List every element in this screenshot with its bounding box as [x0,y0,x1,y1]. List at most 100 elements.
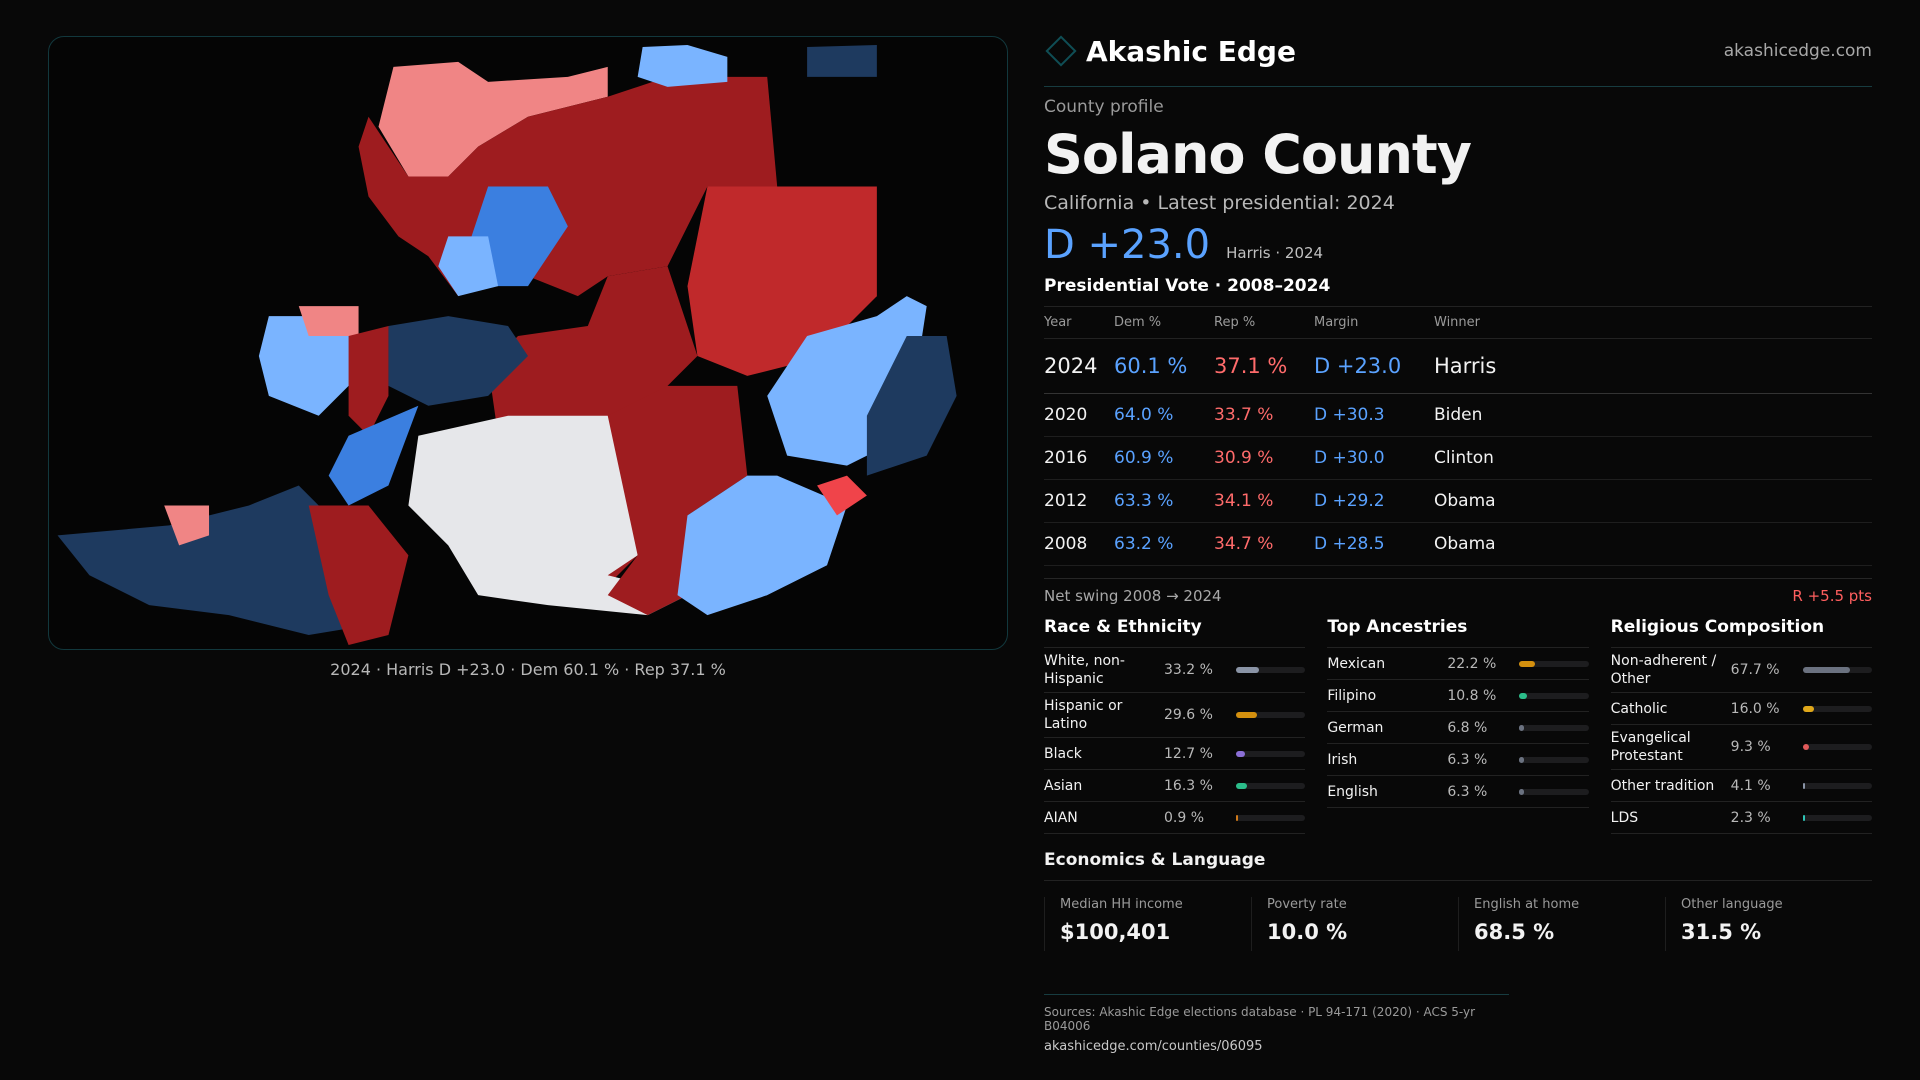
bar-track [1802,667,1872,673]
cell-winner: Biden [1434,393,1872,437]
bar-fill [1802,782,1806,789]
region-east-likely-r[interactable] [687,186,877,376]
region-east-safe-d[interactable] [866,336,957,476]
stat-label: Poverty rate [1267,897,1347,912]
county-url-link[interactable]: akashicedge.com/counties/06095 [1044,1039,1263,1054]
margin-note: Harris · 2024 [1226,244,1324,262]
bar-fill [1802,814,1805,821]
bar-track [1236,750,1306,757]
region-east-likely-r-2[interactable] [817,475,867,516]
economics-heading: Economics & Language [1044,850,1872,881]
bar-fill [1802,667,1850,673]
kicker: County profile [1044,97,1164,117]
row-value: 16.0 % [1730,700,1780,717]
region-fairfield-safe-d[interactable] [388,316,528,406]
row-label: Catholic [1610,700,1668,717]
region-west-lean-d[interactable] [258,316,359,416]
page-title: Solano County [1044,123,1472,186]
row-label: Black [1044,745,1082,762]
region-rio-vista-lean-d[interactable] [677,475,847,616]
bar-track [1236,712,1306,718]
religion-row: LDS 2.3 % [1610,802,1872,834]
row-value: 6.8 % [1447,719,1488,736]
county-profile-panel: Akashic Edge akashicedge.com County prof… [1044,30,1872,951]
col-year: Year [1044,306,1114,339]
bar-track [1519,660,1589,667]
table-row: 2024 60.1 % 37.1 % D +23.0 Harris [1044,338,1872,394]
row-value: 10.8 % [1447,687,1497,704]
cell-margin: D +23.0 [1314,338,1434,394]
row-label: Other tradition [1610,777,1715,794]
race-row: Hispanic or Latino 29.6 % [1044,693,1306,738]
row-label: Non-adherent / Other [1610,653,1717,687]
bar-fill [1236,750,1245,757]
region-west-lean-r[interactable] [298,306,359,337]
bar-track [1236,814,1306,821]
row-label: Mexican [1327,655,1386,672]
row-value: 0.9 % [1164,809,1205,826]
stat-value: 10.0 % [1267,920,1348,944]
col-winner: Winner [1434,306,1872,339]
bar-track [1802,744,1872,750]
brand-site-link[interactable]: akashicedge.com [1723,41,1872,61]
row-value: 6.3 % [1447,751,1488,768]
race-row: Black 12.7 % [1044,738,1306,770]
bar-fill [1519,660,1535,667]
margin-value: D +23.0 [1044,222,1211,268]
economics-section: Economics & Language Median HH income $10… [1044,850,1872,951]
cell-rep: 37.1 % [1214,338,1314,394]
stat-card: Other language 31.5 % [1665,897,1872,951]
bar-track [1236,667,1306,673]
row-value: 29.6 % [1164,707,1213,723]
precinct-map[interactable] [48,36,1008,650]
region-southwest-safe-d[interactable] [57,485,369,636]
cell-margin: D +28.5 [1314,522,1434,566]
row-value: 67.7 % [1730,662,1780,678]
religion-row: Evangelical Protestant 9.3 % [1610,725,1872,770]
table-row: 2012 63.3 % 34.1 % D +29.2 Obama [1044,479,1872,523]
cell-year: 2008 [1044,522,1114,566]
cell-rep: 30.9 % [1214,436,1314,480]
ancestry-row: German 6.8 % [1327,712,1589,744]
subtitle: California • Latest presidential: 2024 [1044,192,1395,214]
diamond-logo-icon [1045,35,1077,67]
region-west-safe-r[interactable] [348,326,389,436]
region-benicia-safe-r[interactable] [308,505,409,646]
row-value: 9.3 % [1730,739,1771,755]
divider [1044,86,1872,87]
col-margin: Margin [1314,306,1434,339]
stat-card: Median HH income $100,401 [1044,897,1251,951]
stat-value: $100,401 [1060,920,1171,944]
col-rep: Rep % [1214,306,1314,339]
ancestry-section: Top Ancestries Mexican 22.2 % Filipino 10.8 … [1327,617,1589,834]
cell-winner: Clinton [1434,436,1872,480]
bar-track [1519,724,1589,731]
cell-dem: 64.0 % [1114,393,1214,437]
ancestry-row: Irish 6.3 % [1327,744,1589,776]
bar-track [1519,788,1589,795]
presidential-table: Year Dem % Rep % Margin Winner 2024 60.1 … [1044,306,1872,566]
religion-row: Catholic 16.0 % [1610,693,1872,725]
brand-header: Akashic Edge akashicedge.com [1044,30,1872,72]
cell-rep: 34.7 % [1214,522,1314,566]
region-vallejo-lean-r[interactable] [164,505,210,546]
region-north-lean-r[interactable] [378,61,608,177]
region-vacaville-lean-d[interactable] [438,236,499,297]
race-row: AIAN 0.9 % [1044,802,1306,834]
stat-value: 31.5 % [1681,920,1762,944]
region-delta-no-data[interactable] [408,415,688,616]
bar-fill [1236,712,1257,718]
cell-margin: D +30.3 [1314,393,1434,437]
religion-row: Non-adherent / Other 67.7 % [1610,648,1872,693]
region-vacaville-mix[interactable] [468,186,568,287]
row-label: AIAN [1044,809,1078,826]
row-label: Filipino [1327,687,1377,704]
cell-dem: 63.3 % [1114,479,1214,523]
region-northeast-lean-d[interactable] [637,44,728,87]
region-northeast-safe-d[interactable] [807,44,877,77]
cell-rep: 34.1 % [1214,479,1314,523]
region-suisun-likely-d[interactable] [328,405,419,506]
col-dem: Dem % [1114,306,1214,339]
row-value: 6.3 % [1447,783,1488,800]
region-southeast-safe-r[interactable] [607,385,748,616]
